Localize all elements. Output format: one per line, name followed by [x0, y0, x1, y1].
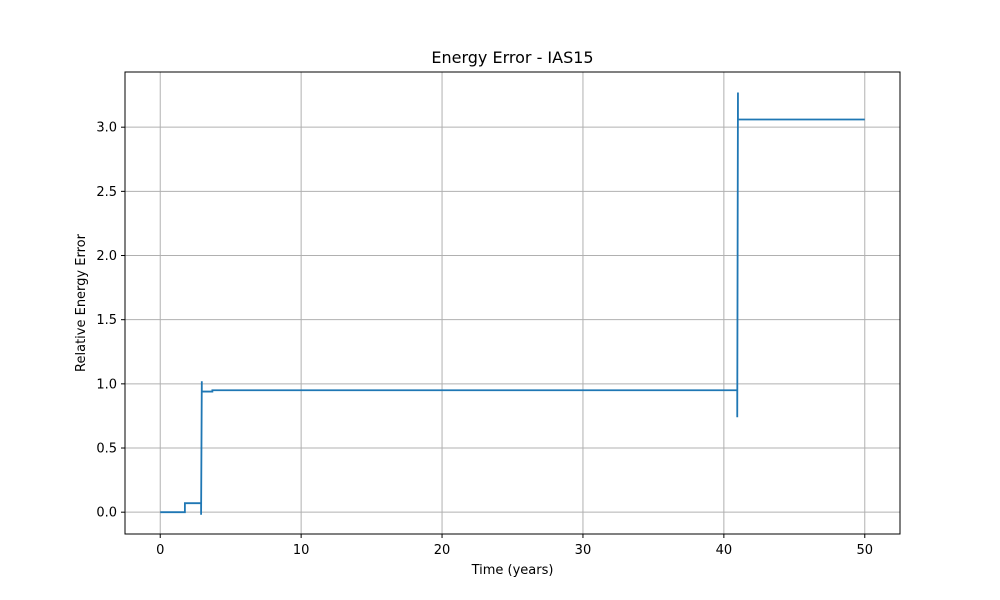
x-tick-label: 40 — [716, 543, 733, 558]
x-tick-label: 0 — [156, 543, 164, 558]
x-tick-label: 50 — [856, 543, 873, 558]
x-tick-label: 20 — [434, 543, 451, 558]
x-tick-label: 10 — [293, 543, 310, 558]
x-tick-label: 30 — [575, 543, 592, 558]
grid — [125, 72, 900, 534]
y-tick-label: 0.5 — [96, 442, 117, 457]
series-line — [160, 92, 865, 515]
y-tick-label: 1.0 — [96, 377, 117, 392]
plot-frame — [124, 71, 901, 535]
y-tick-label: 2.0 — [96, 249, 117, 264]
x-axis-label: Time (years) — [471, 563, 554, 578]
ticks: 0 10 20 30 40 50 0.0 0.5 1.0 1.5 2.0 2.5 3.0 — [96, 121, 873, 558]
y-axis-label: Relative Energy Error — [74, 233, 89, 372]
chart-title: Energy Error - IAS15 — [431, 48, 593, 67]
y-tick-label: 2.5 — [96, 185, 117, 200]
y-tick-label: 0.0 — [96, 506, 117, 521]
y-tick-label: 3.0 — [96, 121, 117, 136]
series-layer — [160, 92, 865, 515]
y-tick-label: 1.5 — [96, 313, 117, 328]
